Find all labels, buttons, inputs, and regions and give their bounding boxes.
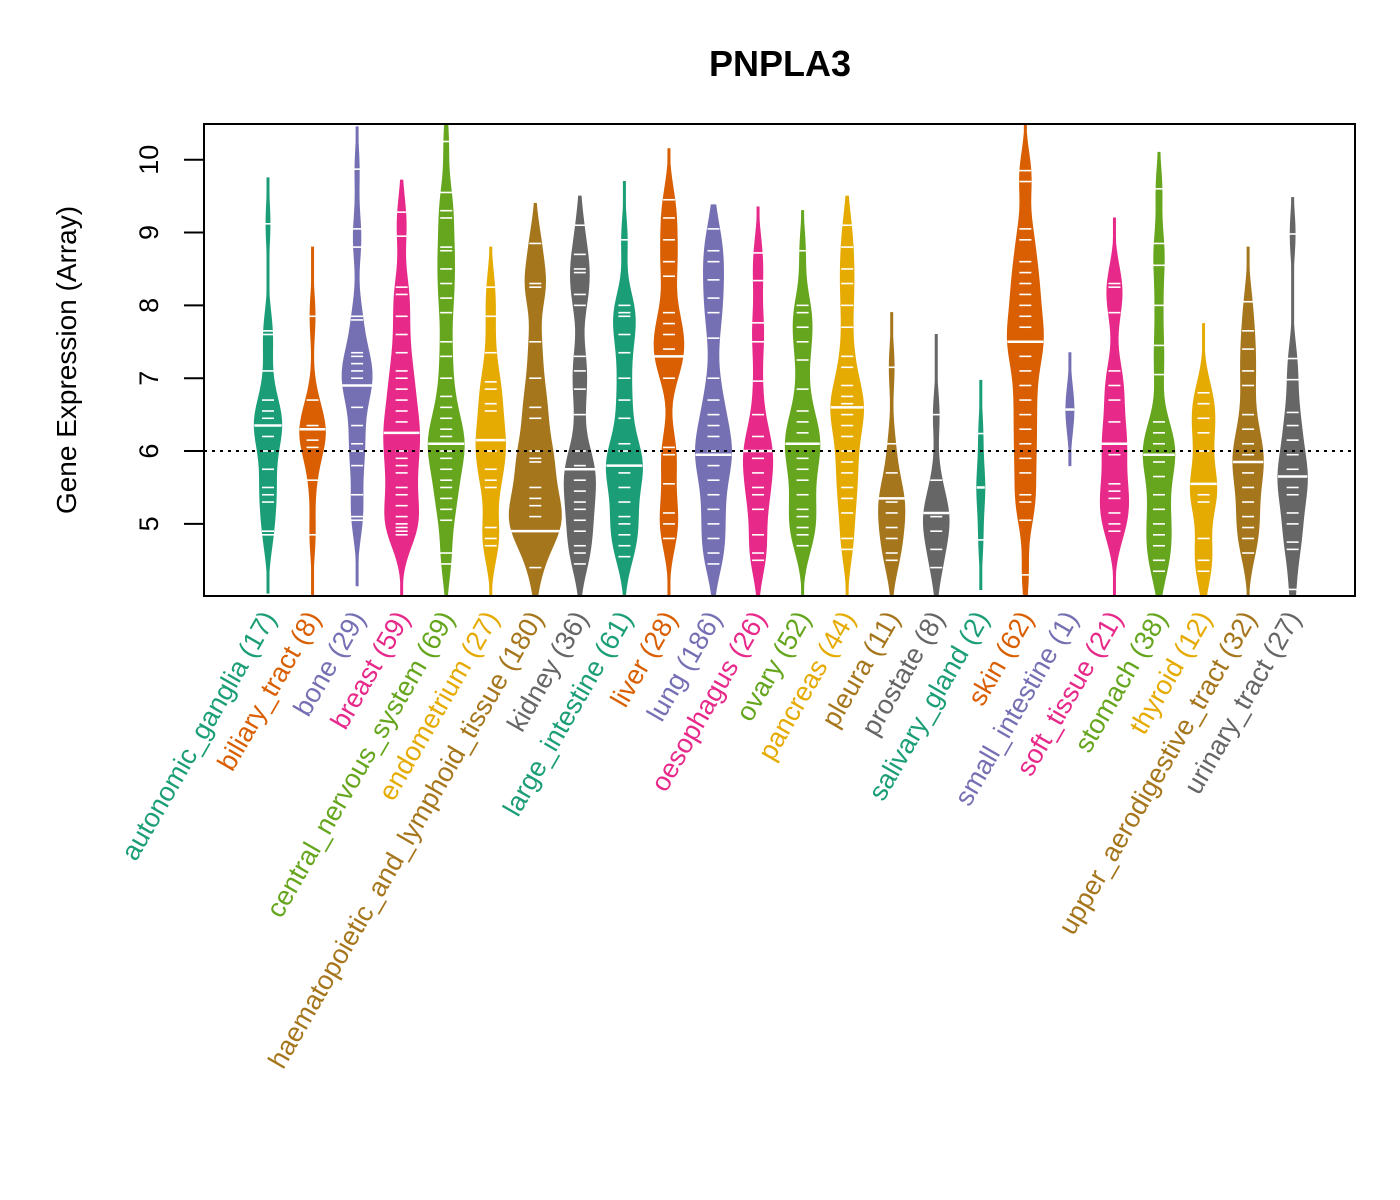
y-tick-label: 10	[134, 145, 164, 175]
violin-stomach	[1142, 151, 1176, 597]
violin-upper-aerodigestive-tract	[1232, 246, 1264, 597]
violin-breast	[383, 179, 421, 597]
violin-oesophagus	[742, 206, 774, 597]
violin-small-intestine	[1063, 352, 1076, 467]
violin-lung	[694, 204, 733, 597]
violin-biliary-tract	[299, 246, 326, 597]
violin-large-intestine	[605, 181, 643, 597]
violin-pleura	[878, 312, 906, 597]
y-axis: 5 6 7 8 9 10	[134, 145, 204, 531]
violin-kidney	[563, 195, 596, 597]
violin-bone	[341, 126, 373, 587]
violin-central-nervous-system	[427, 123, 465, 597]
violin-haematopoietic-and-lymphoid-tissue	[508, 202, 562, 597]
y-tick-label: 8	[134, 298, 164, 313]
y-tick-label: 7	[134, 371, 164, 386]
y-tick-label: 5	[134, 516, 164, 531]
chart-title: PNPLA3	[709, 43, 851, 84]
violin-soft-tissue	[1099, 217, 1130, 597]
violin-salivary-gland	[974, 379, 987, 590]
violins-group	[253, 123, 1308, 597]
y-tick-label: 9	[134, 225, 164, 240]
violin-endometrium	[475, 246, 506, 597]
violin-skin	[1006, 123, 1044, 597]
y-axis-label: Gene Expression (Array)	[51, 206, 82, 514]
violin-prostate	[922, 334, 950, 597]
y-tick-label: 6	[134, 444, 164, 459]
violin-pancreas	[830, 195, 865, 597]
violin-thyroid	[1189, 323, 1218, 597]
violin-liver	[653, 148, 685, 597]
violin-urinary-tract	[1277, 197, 1308, 597]
violin-autonomic-ganglia	[253, 177, 283, 594]
plot-frame	[203, 123, 1356, 597]
x-axis-labels: autonomic_ganglia (17)biliary_tract (8)b…	[115, 606, 1307, 1073]
violin-ovary	[784, 210, 821, 597]
